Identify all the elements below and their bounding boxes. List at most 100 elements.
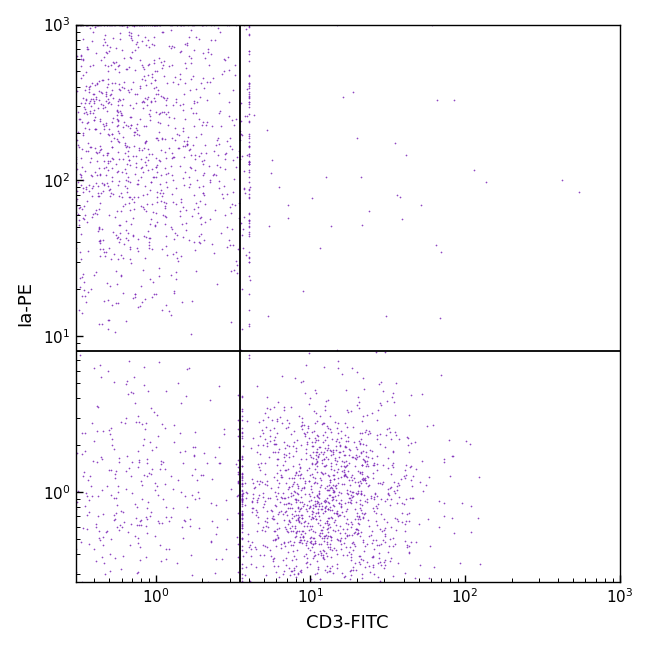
Point	[356, 505, 367, 515]
Point	[233, 508, 243, 518]
Point	[177, 219, 187, 229]
Point	[423, 514, 434, 524]
Point	[276, 470, 287, 480]
Point	[198, 117, 208, 128]
Point	[274, 443, 285, 454]
Point	[244, 215, 254, 226]
Point	[279, 437, 289, 447]
Point	[170, 199, 181, 209]
Point	[161, 100, 171, 110]
Point	[94, 19, 105, 30]
Point	[355, 467, 365, 477]
Point	[202, 458, 213, 468]
Point	[434, 495, 444, 506]
Point	[375, 439, 385, 449]
Point	[12, 139, 22, 149]
Point	[314, 489, 324, 500]
Point	[160, 463, 170, 474]
Point	[0, 454, 1, 465]
Point	[152, 132, 162, 143]
Point	[99, 557, 109, 568]
Point	[101, 247, 111, 258]
Point	[211, 500, 222, 510]
Point	[322, 537, 333, 547]
Point	[234, 146, 244, 156]
Point	[66, 130, 76, 140]
Point	[58, 266, 68, 276]
Point	[153, 84, 163, 95]
Point	[325, 543, 335, 554]
Point	[103, 93, 113, 104]
Point	[90, 19, 100, 30]
Point	[151, 192, 162, 202]
Point	[37, 435, 47, 445]
Point	[312, 568, 322, 578]
Point	[302, 423, 313, 434]
Point	[27, 22, 38, 32]
Point	[46, 170, 56, 180]
Point	[79, 123, 90, 133]
Point	[20, 72, 30, 82]
Point	[261, 125, 272, 135]
Point	[112, 107, 123, 117]
Point	[352, 517, 363, 528]
Point	[256, 477, 266, 487]
Point	[35, 19, 46, 30]
Point	[244, 78, 254, 88]
Point	[344, 445, 355, 455]
Point	[298, 473, 308, 484]
Point	[357, 219, 367, 230]
Point	[114, 66, 124, 77]
Point	[189, 450, 200, 461]
Point	[63, 144, 73, 154]
Point	[402, 539, 412, 550]
Point	[98, 295, 109, 306]
Point	[349, 528, 359, 538]
Point	[90, 124, 101, 134]
Point	[320, 502, 330, 513]
Point	[304, 476, 314, 486]
Point	[46, 33, 56, 43]
Point	[176, 486, 187, 496]
Point	[361, 456, 372, 466]
Point	[138, 434, 149, 445]
Point	[105, 19, 116, 30]
Point	[109, 472, 120, 483]
Point	[209, 247, 219, 258]
Point	[157, 582, 168, 592]
Point	[32, 19, 43, 30]
Point	[226, 484, 237, 495]
Point	[69, 478, 79, 488]
Point	[146, 469, 157, 479]
Point	[346, 552, 356, 562]
Point	[114, 175, 125, 186]
Point	[237, 508, 247, 518]
Point	[369, 487, 380, 498]
Point	[364, 530, 374, 541]
Point	[86, 141, 96, 152]
Point	[339, 471, 349, 482]
Point	[154, 155, 164, 165]
Point	[0, 130, 4, 140]
Point	[94, 140, 105, 151]
Point	[321, 530, 332, 541]
Point	[190, 198, 201, 208]
Point	[448, 451, 458, 461]
Point	[139, 470, 150, 480]
Point	[233, 552, 243, 562]
Point	[344, 542, 355, 552]
Point	[175, 73, 185, 84]
Point	[124, 86, 135, 97]
Point	[173, 256, 183, 266]
Point	[91, 178, 101, 188]
Point	[406, 481, 417, 491]
Point	[151, 153, 161, 164]
Point	[400, 459, 411, 470]
Point	[97, 552, 107, 562]
Point	[125, 540, 135, 550]
Point	[355, 498, 365, 509]
Point	[201, 148, 211, 158]
Point	[233, 423, 243, 434]
Point	[333, 487, 344, 498]
Point	[188, 442, 198, 452]
